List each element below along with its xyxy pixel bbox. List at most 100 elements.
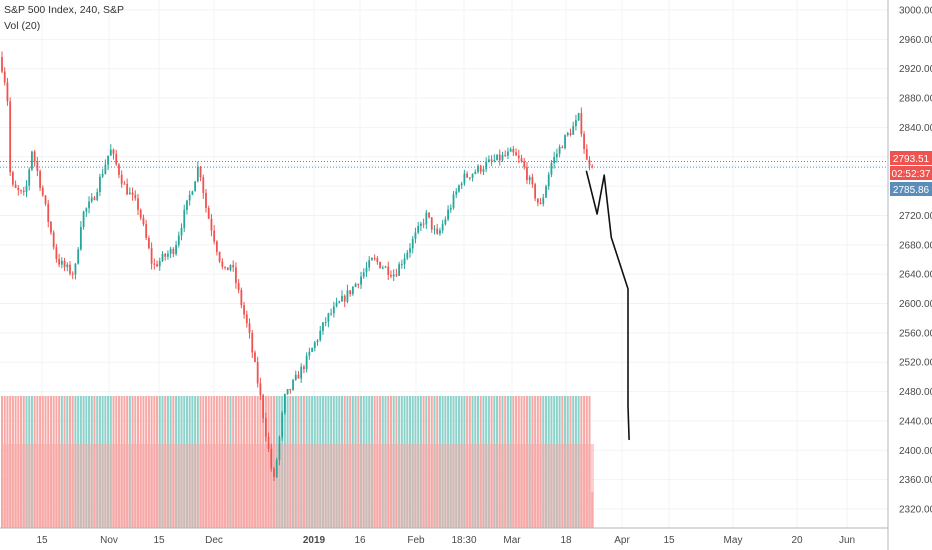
last-price-box bbox=[890, 151, 932, 165]
candle-body bbox=[262, 395, 265, 419]
candle-body bbox=[147, 238, 150, 249]
candle-body bbox=[251, 332, 254, 353]
candle-body bbox=[507, 151, 509, 156]
y-tick-label: 2400.00 bbox=[899, 446, 932, 457]
candle-body bbox=[490, 159, 493, 161]
candle-body bbox=[422, 223, 425, 225]
candle-body bbox=[50, 221, 52, 233]
candle-body bbox=[376, 258, 379, 262]
y-tick-label: 2480.00 bbox=[899, 387, 932, 398]
x-tick-label: Jun bbox=[839, 535, 855, 546]
candle-body bbox=[292, 379, 294, 390]
y-tick-label: 2640.00 bbox=[899, 270, 932, 281]
candle-body bbox=[20, 190, 22, 192]
candle-body bbox=[169, 248, 172, 254]
candle-body bbox=[112, 149, 115, 154]
candle-body bbox=[501, 154, 504, 161]
candle-body bbox=[308, 351, 311, 356]
symbol-title[interactable]: S&P 500 Index, 240, S&P bbox=[4, 4, 125, 16]
candle-body bbox=[213, 230, 216, 242]
candle-body bbox=[275, 459, 278, 477]
candle-body bbox=[485, 161, 488, 170]
candle-body bbox=[115, 153, 118, 165]
countdown-label: 02:52:37 bbox=[892, 169, 931, 180]
candle-body bbox=[82, 211, 85, 227]
candle-body bbox=[139, 209, 142, 218]
candle-body bbox=[555, 153, 558, 157]
candle-body bbox=[322, 322, 324, 331]
candle-body bbox=[313, 342, 316, 348]
candle-body bbox=[177, 235, 180, 246]
candle-body bbox=[468, 177, 471, 179]
candle-body bbox=[588, 159, 591, 166]
candle-body bbox=[254, 352, 256, 362]
candle-body bbox=[471, 173, 474, 178]
candle-body bbox=[526, 167, 528, 181]
candle-body bbox=[164, 253, 167, 257]
candle-body bbox=[305, 355, 308, 370]
candle-body bbox=[439, 230, 441, 234]
candle-body bbox=[569, 133, 572, 135]
study-label[interactable]: Vol (20) bbox=[4, 20, 41, 32]
y-tick-label: 3000.00 bbox=[899, 6, 932, 17]
candle-body bbox=[346, 290, 349, 302]
candle-body bbox=[69, 264, 71, 274]
candle-body bbox=[534, 184, 537, 199]
candle-body bbox=[458, 185, 460, 192]
candle-body bbox=[90, 197, 93, 202]
candle-body bbox=[384, 266, 387, 268]
candle-body bbox=[398, 264, 401, 276]
candle-body bbox=[66, 264, 69, 268]
candle-body bbox=[392, 274, 395, 277]
candle-body bbox=[319, 330, 322, 341]
freehand-drawing[interactable] bbox=[585, 170, 630, 441]
candle-body bbox=[202, 177, 205, 194]
x-tick-label: Dec bbox=[205, 535, 223, 546]
candle-body bbox=[41, 187, 44, 196]
candle-body bbox=[161, 253, 164, 261]
candle-body bbox=[273, 468, 275, 477]
candle-body bbox=[428, 212, 430, 218]
candle-body bbox=[107, 155, 109, 165]
candle-body bbox=[191, 191, 194, 195]
candle-body bbox=[39, 171, 41, 188]
candle-body bbox=[477, 165, 479, 172]
y-tick-label: 2680.00 bbox=[899, 240, 932, 251]
candle-body bbox=[493, 160, 496, 162]
candle-body bbox=[430, 217, 433, 230]
candle-body bbox=[180, 227, 183, 236]
candle-body bbox=[585, 148, 588, 160]
candle-body bbox=[281, 412, 284, 437]
candle-body bbox=[531, 177, 534, 185]
y-tick-label: 2720.00 bbox=[899, 211, 932, 222]
ref-price-box bbox=[890, 182, 932, 196]
candle-body bbox=[558, 146, 561, 154]
x-tick-label: 20 bbox=[791, 535, 803, 546]
candle-body bbox=[360, 276, 362, 285]
candle-body bbox=[466, 173, 469, 178]
candle-body bbox=[99, 176, 101, 193]
candle-body bbox=[235, 267, 237, 284]
candle-body bbox=[455, 191, 458, 195]
candle-body bbox=[294, 374, 297, 380]
candle-body bbox=[300, 366, 303, 379]
candle-body bbox=[224, 266, 226, 268]
candle-body bbox=[172, 248, 175, 255]
candle-body bbox=[463, 173, 466, 184]
candle-body bbox=[498, 154, 501, 161]
candle-body bbox=[583, 134, 585, 149]
candle-body bbox=[77, 249, 80, 264]
candle-body bbox=[194, 181, 197, 192]
candlesticks bbox=[1, 51, 594, 481]
candle-body bbox=[142, 217, 145, 225]
candle-body bbox=[183, 210, 186, 228]
candle-body bbox=[232, 264, 235, 268]
candle-body bbox=[3, 71, 6, 83]
candle-body bbox=[452, 194, 455, 208]
candle-body bbox=[406, 252, 409, 259]
candle-body bbox=[85, 208, 88, 212]
candle-body bbox=[575, 120, 577, 127]
candle-body bbox=[343, 295, 346, 302]
candle-body bbox=[60, 260, 63, 265]
